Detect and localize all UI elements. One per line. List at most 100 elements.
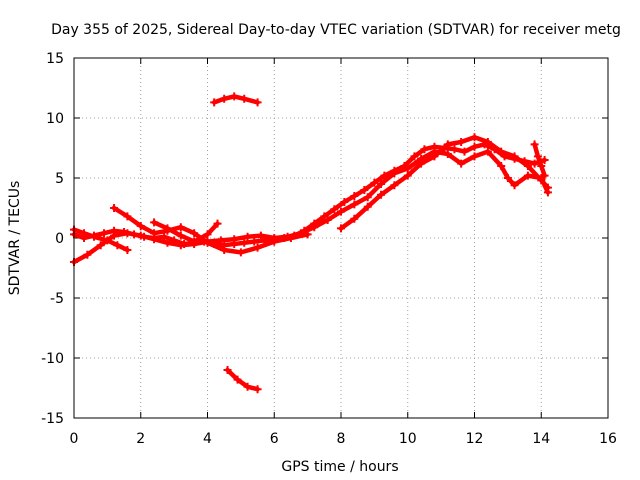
data-point [377,180,386,188]
y-tick-label: -15 [41,411,64,427]
data-point [286,234,295,242]
data-point [323,216,332,224]
data-point [160,232,169,241]
data-point [213,219,222,228]
data-point [443,150,452,158]
data-point [510,152,519,161]
data-point [253,98,262,107]
series-trace-h [532,142,547,178]
data-point [176,241,185,250]
tick-labels: 0 2 4 6 8 10 12 14 16 -15 -10 -5 0 5 10 15 [41,51,617,447]
data-point [410,152,419,161]
data-point [253,243,262,252]
data-point [503,174,512,182]
data-point [363,202,372,211]
data-point [90,232,99,241]
data-point [497,162,506,170]
x-tick-label: 2 [136,431,145,447]
data-point [96,241,105,250]
data-point [236,248,245,257]
data-point [113,241,122,250]
data-point [417,159,426,168]
data-point [216,236,225,245]
data-point [176,223,185,232]
data-point [136,231,145,240]
data-point [136,222,145,230]
data-point [223,366,232,374]
data-point [483,147,492,156]
data-point [403,171,412,180]
data-point [163,224,172,233]
series-arc-lower [225,367,260,392]
x-tick-label: 8 [337,431,346,447]
data-point [377,190,386,199]
x-axis-label: GPS time / hours [281,459,398,475]
x-tick-label: 0 [70,431,79,447]
x-tick-label: 4 [203,431,212,447]
data-point [363,193,372,202]
data-point [537,162,546,170]
data-point [403,164,412,173]
data-point [80,229,89,238]
data-point [220,94,229,103]
data-point [470,133,479,142]
data-point [210,98,219,107]
data-series [70,92,552,394]
data-point [470,152,479,161]
data-point [450,145,459,154]
data-point [457,159,466,168]
y-tick-label: -10 [41,351,64,367]
data-point [110,204,119,212]
chart-title: Day 355 of 2025, Sidereal Day-to-day VTE… [51,22,621,38]
data-point [540,171,549,180]
data-point [253,385,262,394]
data-point [240,94,249,103]
x-tick-label: 16 [599,431,617,447]
data-point [337,224,345,233]
data-point [310,223,319,232]
data-point [497,147,506,156]
y-tick-label: 5 [55,171,64,187]
data-point [150,229,159,238]
x-tick-label: 14 [532,431,550,447]
data-point [530,159,539,168]
data-point [360,186,369,194]
data-point [460,147,469,156]
y-tick-label: -5 [50,291,64,307]
data-point [176,231,185,240]
y-tick-label: 0 [55,231,64,247]
data-point [543,183,552,192]
x-tick-label: 10 [399,431,417,447]
data-point [303,230,312,239]
data-point [123,212,132,221]
data-point [250,237,259,246]
data-point [390,169,399,178]
data-point [470,142,479,151]
data-point [203,238,212,247]
data-point [380,171,389,180]
data-point [537,176,546,185]
data-point [350,200,359,209]
data-point [83,250,92,259]
data-point [110,231,119,240]
data-point [243,382,252,391]
data-point [533,152,542,161]
data-point [350,214,359,223]
y-axis-label: SDTVAR / TECUs [7,181,23,296]
data-point [330,205,339,214]
data-point [243,232,252,241]
y-tick-label: 10 [46,111,64,127]
data-point [103,236,112,245]
data-point [150,218,159,227]
data-point [220,246,229,254]
data-point [530,140,539,149]
data-point [123,229,132,238]
data-point [230,235,239,244]
data-point [240,238,249,247]
data-point [430,152,439,161]
data-point [540,156,549,164]
data-point [350,192,359,200]
data-point [523,171,532,180]
data-point [190,229,199,238]
